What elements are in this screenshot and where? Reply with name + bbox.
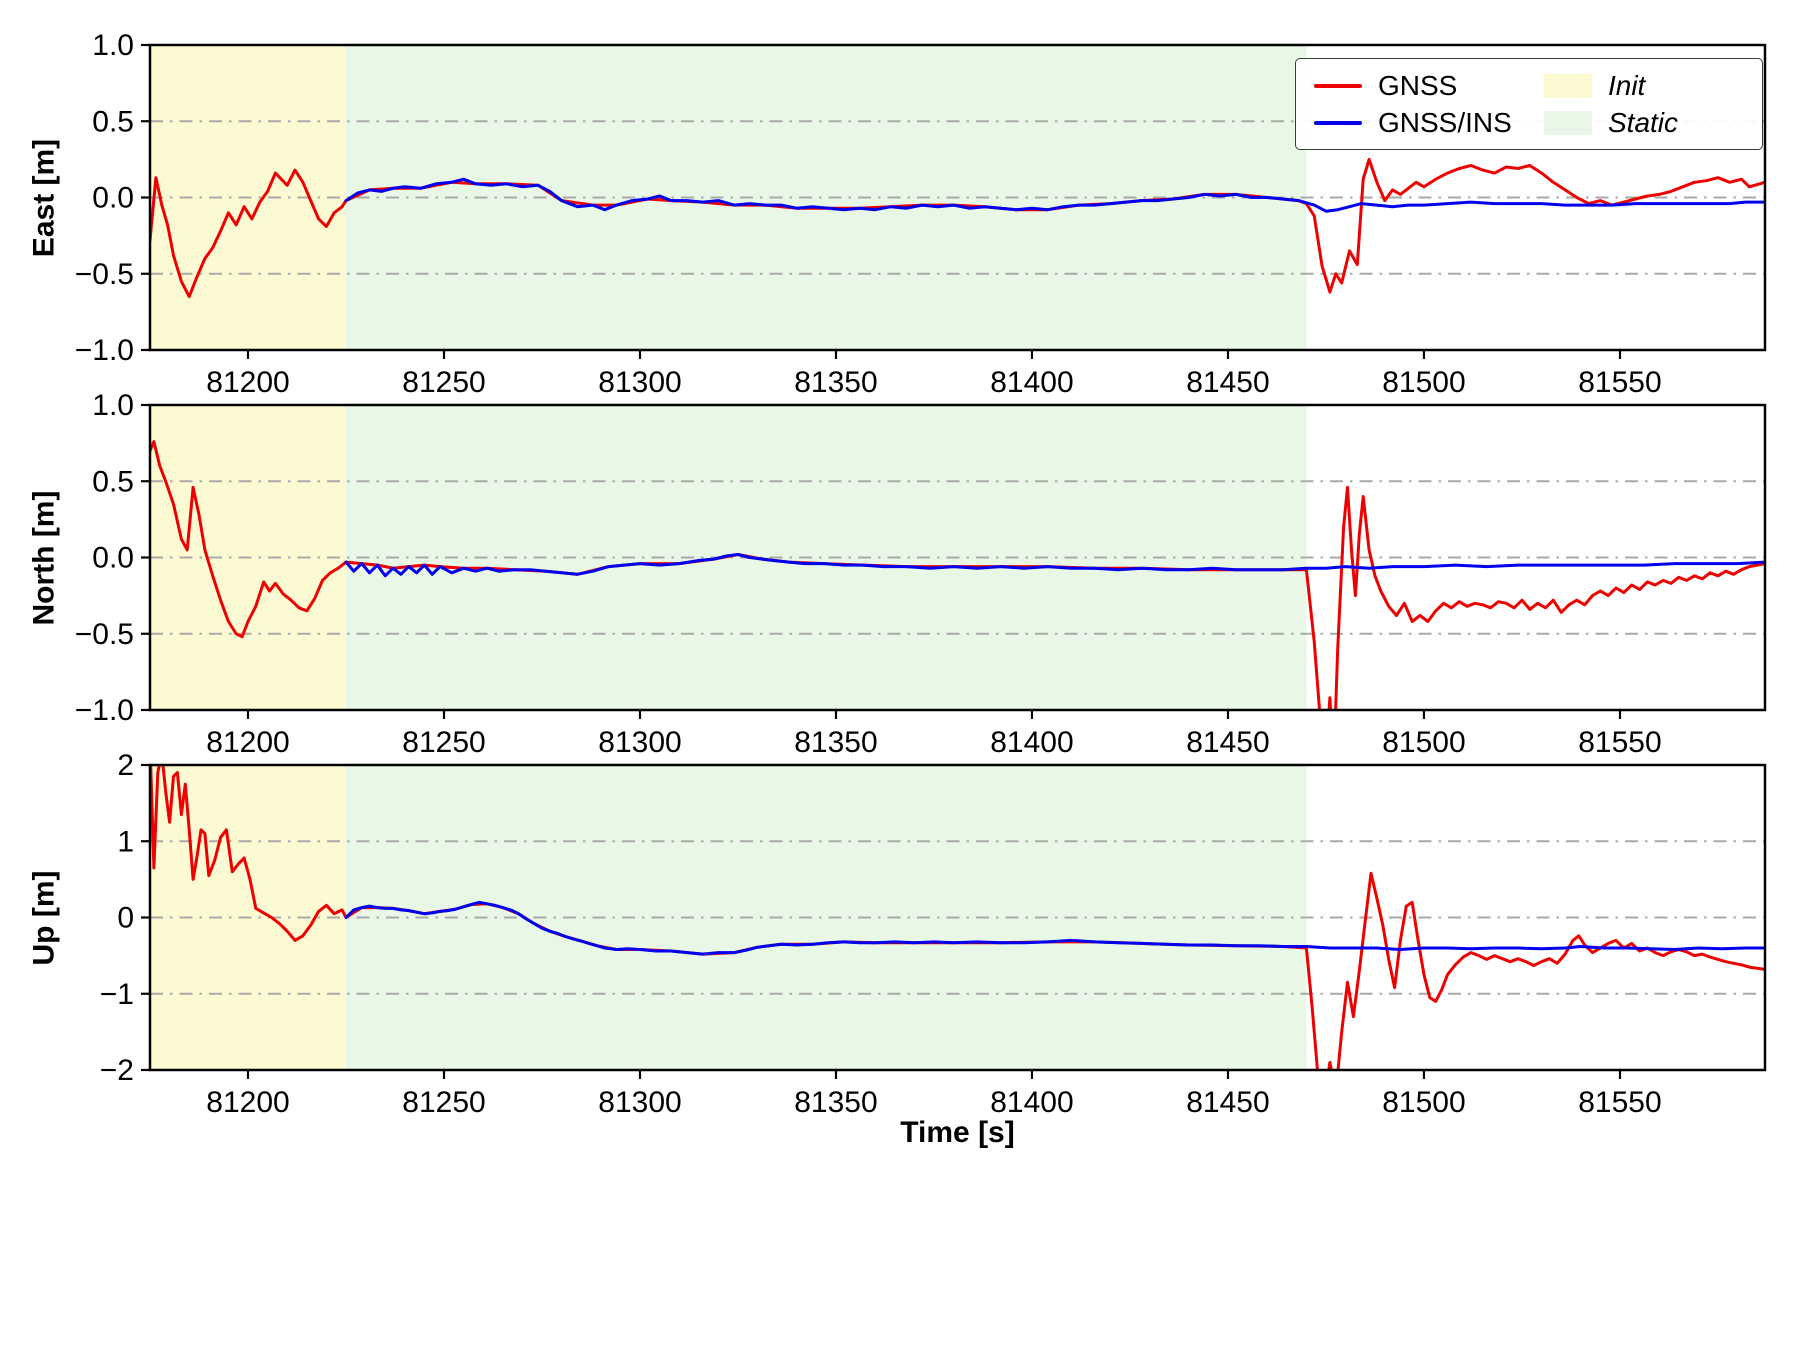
x-tick-label: 81450	[1186, 366, 1269, 399]
legend: GNSS GNSS/INS Init Static	[1295, 58, 1763, 150]
y-tick-label: 0.0	[92, 182, 134, 215]
x-tick-label: 81400	[990, 1086, 1073, 1119]
x-tick-label: 81350	[794, 366, 877, 399]
y-axis-label-north: North [m]	[27, 490, 61, 626]
x-tick-label: 81350	[794, 1086, 877, 1119]
y-axis-label-up: Up [m]	[27, 870, 61, 966]
y-tick-label: −1.0	[75, 334, 134, 367]
gnss-line-north	[150, 440, 1765, 710]
x-tick-label: 81550	[1578, 726, 1661, 759]
legend-swatch-static	[1543, 110, 1592, 135]
legend-entry-gnss: GNSS	[1314, 67, 1544, 104]
x-tick-label: 81300	[598, 1086, 681, 1119]
x-tick-label: 81350	[794, 726, 877, 759]
gnss-ins-line-up	[344, 900, 1765, 956]
x-tick-label: 81500	[1382, 366, 1465, 399]
y-tick-label: 0.5	[92, 465, 134, 498]
x-tick-label: 81200	[206, 366, 289, 399]
x-tick-label: 81200	[206, 726, 289, 759]
legend-swatch-init	[1543, 73, 1592, 98]
y-tick-label: 0	[117, 902, 134, 935]
x-tick-label: 81250	[402, 366, 485, 399]
x-tick-label: 81200	[206, 1086, 289, 1119]
y-tick-label: −2	[100, 1054, 134, 1087]
legend-entry-gnss-ins: GNSS/INS	[1314, 104, 1544, 141]
legend-entry-static: Static	[1543, 104, 1744, 141]
x-tick-label: 81400	[990, 726, 1073, 759]
y-tick-label: 0.5	[92, 105, 134, 138]
subplot-north: 81200 81250 81300 81350 81400 81450 81500 81550…	[75, 389, 1767, 759]
x-tick-label: 81250	[402, 1086, 485, 1119]
gnss-ins-line-east	[344, 177, 1765, 213]
x-tick-label: 81500	[1382, 1086, 1465, 1119]
x-tick-label: 81250	[402, 726, 485, 759]
x-axis-label: Time [s]	[900, 1116, 1015, 1149]
legend-label: GNSS	[1378, 69, 1458, 101]
x-tick-label: 81550	[1578, 366, 1661, 399]
gnss-ins-line-north	[344, 553, 1765, 578]
subplot-east: 81200 81250 81300 81350 81400 81450 81500 81550…	[75, 29, 1767, 399]
y-tick-label: −1	[100, 978, 134, 1011]
legend-label: Init	[1607, 69, 1646, 101]
y-tick-label: 1.0	[92, 389, 134, 422]
y-tick-label: −1.0	[75, 694, 134, 727]
x-tick-label: 81450	[1186, 1086, 1269, 1119]
y-tick-label: −0.5	[75, 618, 134, 651]
x-tick-label: 81400	[990, 366, 1073, 399]
legend-label: Static	[1607, 106, 1679, 138]
y-axis-label-east: East [m]	[27, 138, 61, 258]
y-tick-label: 2	[117, 749, 134, 782]
y-tick-label: 1.0	[92, 29, 134, 62]
legend-label: GNSS/INS	[1378, 106, 1512, 138]
y-tick-label: 0.0	[92, 542, 134, 575]
y-tick-label: −0.5	[75, 258, 134, 291]
legend-swatch-gnss	[1314, 83, 1362, 88]
x-tick-label: 81450	[1186, 726, 1269, 759]
subplot-up: 81200 81250 81300 81350 81400 81450 81500 81550…	[100, 749, 1767, 1119]
legend-swatch-gnss-ins	[1314, 120, 1362, 125]
legend-entry-init: Init	[1543, 67, 1744, 104]
x-tick-label: 81300	[598, 366, 681, 399]
x-tick-label: 81550	[1578, 1086, 1661, 1119]
x-tick-label: 81300	[598, 726, 681, 759]
x-tick-label: 81500	[1382, 726, 1465, 759]
y-tick-label: 1	[117, 825, 134, 858]
